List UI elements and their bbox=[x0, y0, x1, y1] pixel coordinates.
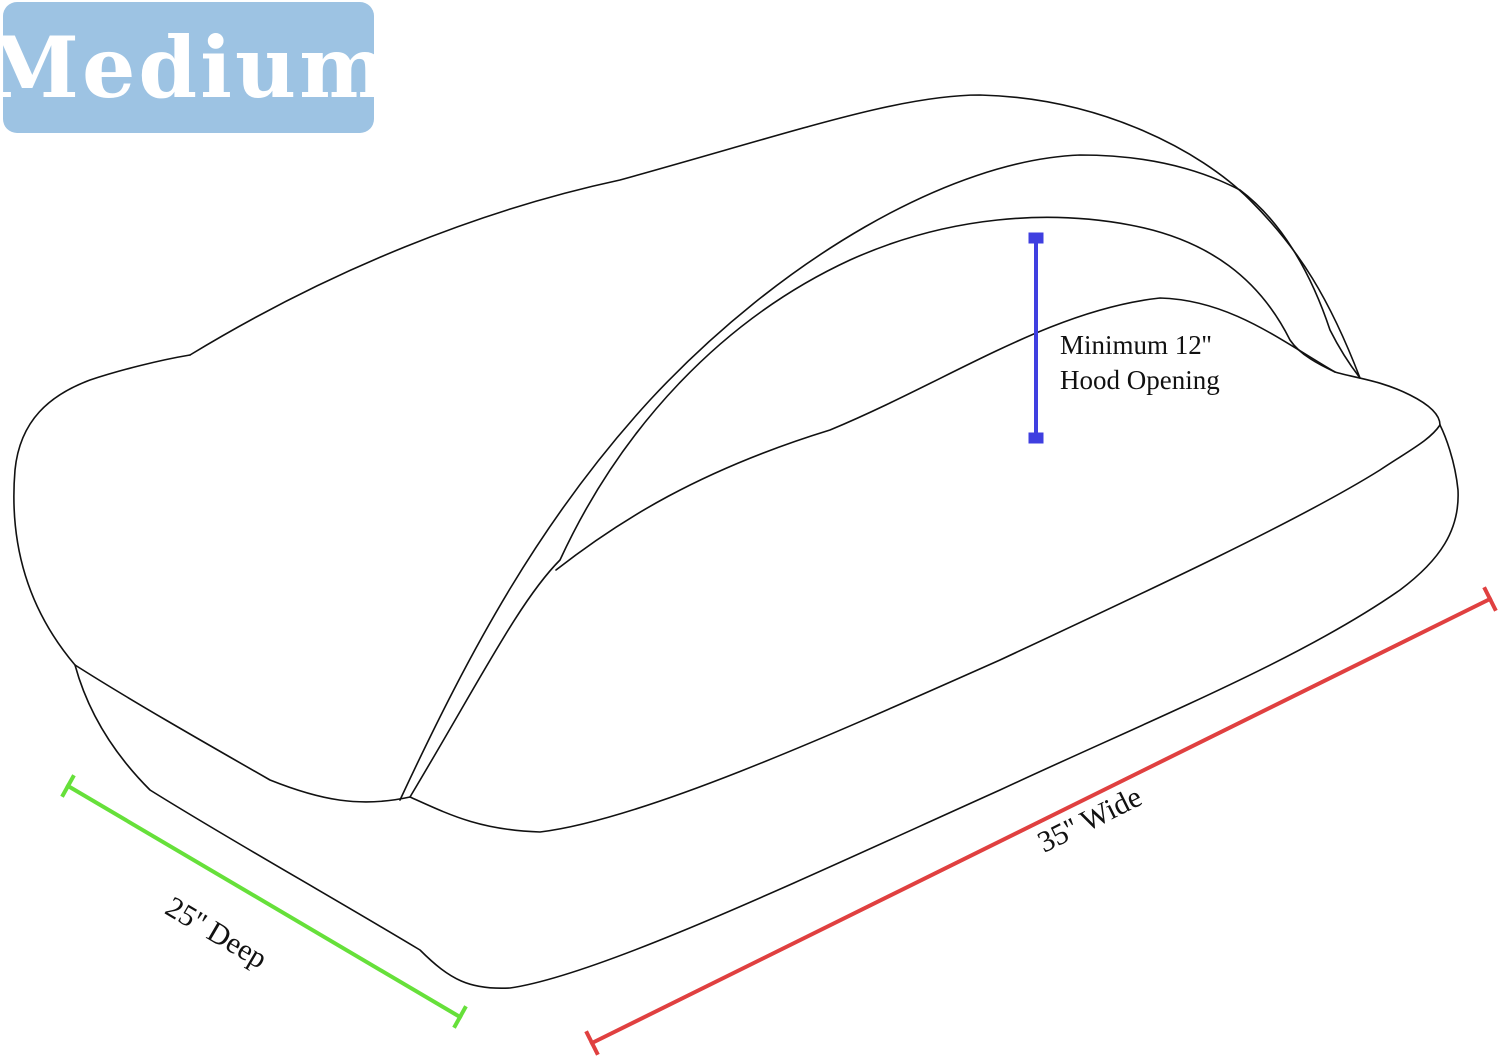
hood-opening-line2: Hood Opening bbox=[1060, 365, 1220, 395]
depth-measure bbox=[60, 774, 468, 1029]
width-measure bbox=[584, 586, 1498, 1056]
size-badge: Medium bbox=[0, 2, 388, 133]
bed-hood-middle bbox=[399, 154, 1361, 801]
size-label: Medium bbox=[0, 18, 392, 117]
bed-opening-edge bbox=[555, 297, 1441, 571]
hood-opening-measure bbox=[1028, 232, 1044, 444]
bed-base-top-edge bbox=[409, 424, 1441, 833]
bed-hood-outer bbox=[189, 94, 1361, 379]
hood-opening-label: Minimum 12'' Hood Opening bbox=[1060, 328, 1220, 398]
hood-opening-line1: Minimum 12'' bbox=[1060, 330, 1212, 360]
bed-left-bolster bbox=[13, 354, 411, 803]
bed-hood-inner bbox=[409, 216, 1336, 798]
bed-base-front bbox=[74, 424, 1459, 990]
